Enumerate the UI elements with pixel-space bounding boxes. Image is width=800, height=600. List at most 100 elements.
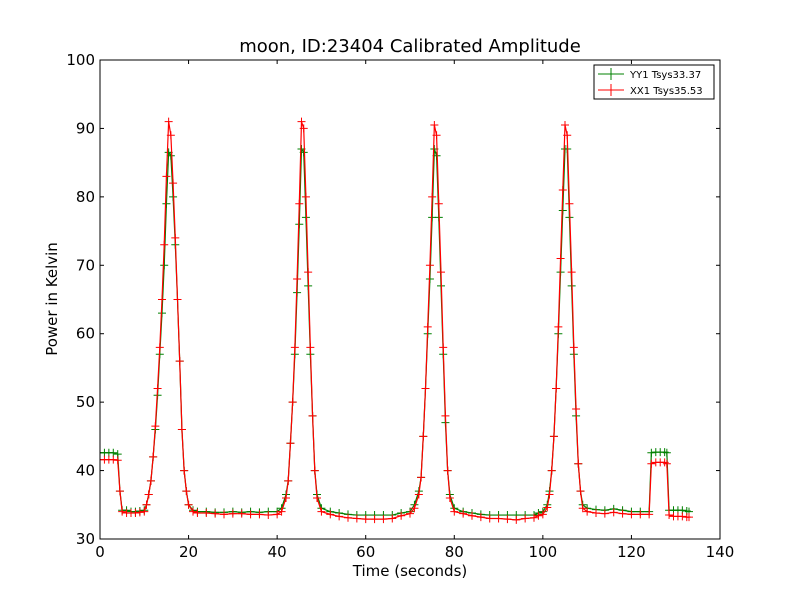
data-point-marker [578,504,587,513]
y-tick-label: 60 [76,325,95,343]
data-point-marker [543,503,552,512]
data-point-marker [592,508,600,517]
data-point-marker [576,487,585,496]
data-point-marker [306,343,315,352]
data-point-marker [600,509,609,518]
data-point-marker [164,117,173,126]
data-point-marker [140,507,149,516]
data-point-marker [574,459,583,468]
y-axis: 30 40 50 60 70 80 90 100 [66,51,720,548]
data-point-marker [662,459,671,468]
data-point-marker [370,515,379,524]
x-tick-label: 100 [529,543,558,561]
data-point-marker [397,511,406,520]
data-point-marker [109,455,118,464]
data-point-marker [326,510,335,519]
data-point-marker [417,473,426,482]
data-point-marker [414,490,423,499]
data-point-marker [288,398,297,407]
data-point-marker [468,511,476,520]
data-point-marker [189,507,197,516]
data-point-marker [237,509,246,518]
x-tick-label: 60 [356,543,375,561]
data-point-marker [160,240,169,249]
data-point-marker [563,131,572,140]
data-point-marker [293,274,302,283]
data-point-marker [437,268,445,277]
data-point-marker [609,508,618,517]
data-point-marker [388,514,397,523]
data-point-marker [153,384,162,393]
data-point-marker [361,515,370,524]
data-point-marker [379,515,388,524]
data-point-marker [647,459,656,468]
data-point-marker [202,508,211,517]
data-point-marker [118,507,127,516]
data-point-marker [144,490,153,499]
data-point-marker [662,448,671,457]
data-point-marker [131,508,140,517]
data-point-marker [567,268,576,277]
data-point-marker [158,295,166,304]
data-point-marker [636,510,645,519]
legend-marker-yy1 [605,68,617,80]
y-tick-label: 90 [76,119,95,137]
data-point-marker [211,509,220,518]
data-point-marker [171,233,180,242]
data-point-marker [299,124,308,133]
x-axis-label: Time (seconds) [352,562,468,580]
data-point-marker [228,509,237,518]
data-point-marker [549,432,558,441]
data-point-marker [569,343,578,352]
data-point-marker [113,456,122,465]
data-point-marker [558,186,567,195]
data-point-marker [166,151,175,160]
data-point-marker [423,322,432,331]
data-point-marker [317,507,326,516]
x-tick-label: 0 [95,543,105,561]
data-point-marker [286,439,295,448]
x-tick-label: 80 [445,543,464,561]
data-point-marker [284,476,293,485]
data-point-marker [146,476,155,485]
data-point-marker [554,322,563,331]
data-point-marker [432,131,441,140]
data-point-marker [273,510,282,519]
data-point-marker [184,500,193,509]
data-point-marker [439,343,448,352]
legend: YY1 Tsys33.37 XX1 Tsys35.53 [593,64,715,100]
legend-marker-xx1 [605,84,617,96]
data-point-marker [441,411,450,420]
legend-label-xx1: XX1 Tsys35.53 [630,86,703,97]
x-tick-label: 40 [268,543,287,561]
data-point-marker [169,179,178,188]
y-tick-label: 100 [66,51,95,69]
data-point-marker [678,512,687,521]
data-point-marker [494,514,503,523]
y-tick-label: 40 [76,462,95,480]
data-point-marker [175,357,184,366]
data-point-marker [115,487,124,496]
data-point-marker [335,512,344,521]
chart-title: moon, ID:23404 Calibrated Amplitude [239,36,581,57]
data-point-marker [443,466,452,475]
data-point-marker [151,422,160,431]
data-point-marker [476,513,485,522]
x-tick-label: 20 [179,543,198,561]
data-point-marker [162,199,171,208]
data-point-marker [160,261,169,270]
data-point-marker [450,507,459,516]
data-point-marker [297,117,306,126]
data-point-marker [220,510,228,519]
data-point-marker [177,425,186,434]
data-point-marker [255,510,264,519]
data-point-marker [301,192,310,201]
y-tick-label: 30 [76,530,95,548]
data-point-marker [295,199,304,208]
data-point-marker [538,510,547,519]
x-axis: 0 20 40 60 80 100 120 140 [95,60,734,561]
data-point-marker [534,511,543,520]
legend-label-yy1: YY1 Tsys33.37 [629,70,701,81]
data-point-marker [512,515,521,524]
data-point-marker [406,509,414,518]
